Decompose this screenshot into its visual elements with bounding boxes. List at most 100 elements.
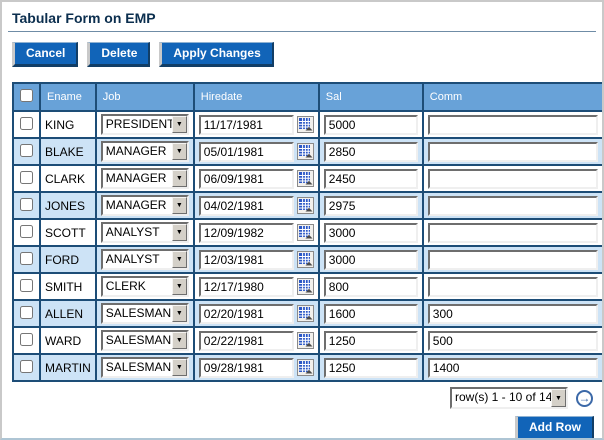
- cancel-button[interactable]: Cancel: [12, 42, 79, 67]
- table-row: BLAKE MANAGER ▼: [12, 137, 602, 166]
- job-select[interactable]: SALESMAN ▼: [100, 357, 189, 378]
- calendar-icon: [296, 143, 314, 160]
- job-select-value: MANAGER: [105, 198, 167, 212]
- hiredate-input[interactable]: [198, 195, 294, 216]
- job-select[interactable]: MANAGER ▼: [100, 168, 189, 189]
- table-row: CLARK MANAGER ▼: [12, 164, 602, 193]
- comm-input[interactable]: [427, 249, 598, 270]
- calendar-picker-button[interactable]: [296, 197, 314, 214]
- delete-button[interactable]: Delete: [87, 42, 151, 67]
- calendar-picker-button[interactable]: [296, 143, 314, 160]
- table-row: JONES MANAGER ▼: [12, 191, 602, 220]
- hiredate-input[interactable]: [198, 222, 294, 243]
- ename-cell: SCOTT: [39, 218, 97, 247]
- row-select-checkbox[interactable]: [20, 251, 33, 265]
- add-row-button[interactable]: Add Row: [515, 416, 594, 438]
- sal-input[interactable]: [323, 195, 418, 216]
- sal-input[interactable]: [323, 114, 418, 135]
- job-select[interactable]: MANAGER ▼: [100, 195, 189, 216]
- row-select-checkbox[interactable]: [20, 170, 33, 184]
- row-select-checkbox[interactable]: [20, 305, 33, 319]
- comm-input[interactable]: [427, 114, 598, 135]
- sal-input[interactable]: [323, 141, 418, 162]
- job-select-value: CLERK: [105, 279, 146, 293]
- calendar-picker-button[interactable]: [296, 278, 314, 295]
- job-select[interactable]: SALESMAN ▼: [100, 330, 189, 351]
- job-select-value: MANAGER: [105, 171, 167, 185]
- row-select-checkbox[interactable]: [20, 197, 33, 211]
- comm-input[interactable]: [427, 222, 598, 243]
- job-select-value: SALESMAN: [105, 333, 172, 347]
- chevron-down-icon: ▼: [171, 224, 187, 241]
- sal-input[interactable]: [323, 330, 418, 351]
- job-select-value: SALESMAN: [105, 360, 172, 374]
- next-page-button[interactable]: →: [576, 389, 593, 407]
- sal-input[interactable]: [323, 303, 418, 324]
- ename-cell: BLAKE: [39, 137, 97, 166]
- sal-input[interactable]: [323, 357, 418, 378]
- calendar-icon: [296, 116, 314, 133]
- chevron-down-icon: ▼: [551, 389, 566, 407]
- job-select[interactable]: MANAGER ▼: [100, 141, 189, 162]
- hiredate-input[interactable]: [198, 168, 294, 189]
- sal-input[interactable]: [323, 249, 418, 270]
- page-title: Tabular Form on EMP: [12, 10, 156, 26]
- title-divider: [8, 31, 596, 32]
- table-row: KING PRESIDENT ▼: [12, 110, 602, 139]
- row-select-checkbox[interactable]: [20, 116, 33, 130]
- emp-table: Ename Job Hiredate Sal Comm KING PRESIDE…: [12, 82, 602, 382]
- comm-input[interactable]: [427, 276, 598, 297]
- row-select-checkbox[interactable]: [20, 224, 33, 238]
- pagination-bar: row(s) 1 - 10 of 14 ▼ →: [2, 387, 593, 409]
- calendar-icon: [296, 251, 314, 268]
- row-select-checkbox[interactable]: [20, 278, 33, 292]
- hiredate-input[interactable]: [198, 330, 294, 351]
- apply-changes-button[interactable]: Apply Changes: [159, 42, 274, 67]
- calendar-icon: [296, 224, 314, 241]
- chevron-down-icon: ▼: [171, 143, 187, 160]
- job-select-value: ANALYST: [105, 252, 160, 266]
- comm-input[interactable]: [427, 141, 598, 162]
- hiredate-input[interactable]: [198, 114, 294, 135]
- job-select[interactable]: ANALYST ▼: [100, 249, 189, 270]
- row-select-checkbox[interactable]: [20, 143, 33, 157]
- pagination-select[interactable]: row(s) 1 - 10 of 14 ▼: [450, 387, 568, 409]
- comm-input[interactable]: [427, 303, 598, 324]
- hiredate-input[interactable]: [198, 276, 294, 297]
- calendar-picker-button[interactable]: [296, 224, 314, 241]
- comm-input[interactable]: [427, 357, 598, 378]
- chevron-down-icon: ▼: [171, 197, 187, 214]
- table-row: ALLEN SALESMAN ▼: [12, 299, 602, 328]
- chevron-down-icon: ▼: [171, 305, 187, 322]
- job-select-value: PRESIDENT: [105, 117, 172, 131]
- sal-input[interactable]: [323, 276, 418, 297]
- calendar-picker-button[interactable]: [296, 332, 314, 349]
- chevron-down-icon: ▼: [171, 278, 187, 295]
- hiredate-input[interactable]: [198, 249, 294, 270]
- calendar-picker-button[interactable]: [296, 170, 314, 187]
- select-all-checkbox[interactable]: [20, 89, 33, 102]
- hiredate-input[interactable]: [198, 141, 294, 162]
- sal-input[interactable]: [323, 168, 418, 189]
- row-select-checkbox[interactable]: [20, 359, 33, 373]
- calendar-picker-button[interactable]: [296, 251, 314, 268]
- job-select[interactable]: ANALYST ▼: [100, 222, 189, 243]
- job-select-value: ANALYST: [105, 225, 160, 239]
- comm-input[interactable]: [427, 168, 598, 189]
- hiredate-input[interactable]: [198, 357, 294, 378]
- calendar-picker-button[interactable]: [296, 359, 314, 376]
- chevron-down-icon: ▼: [171, 251, 187, 268]
- job-select[interactable]: SALESMAN ▼: [100, 303, 189, 324]
- job-select[interactable]: CLERK ▼: [100, 276, 189, 297]
- job-select[interactable]: PRESIDENT ▼: [100, 114, 189, 135]
- comm-input[interactable]: [427, 330, 598, 351]
- calendar-picker-button[interactable]: [296, 116, 314, 133]
- calendar-picker-button[interactable]: [296, 305, 314, 322]
- comm-input[interactable]: [427, 195, 598, 216]
- hiredate-input[interactable]: [198, 303, 294, 324]
- calendar-icon: [296, 197, 314, 214]
- calendar-icon: [296, 359, 314, 376]
- sal-input[interactable]: [323, 222, 418, 243]
- row-select-checkbox[interactable]: [20, 332, 33, 346]
